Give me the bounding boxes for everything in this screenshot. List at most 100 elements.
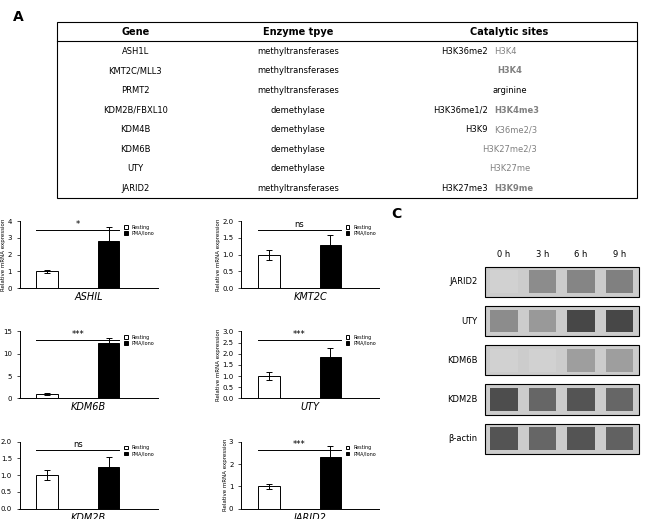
Legend: Resting, PMA/Iono: Resting, PMA/Iono <box>344 334 377 347</box>
Text: H3K36me1/2: H3K36me1/2 <box>433 105 488 115</box>
Text: KDM6B: KDM6B <box>120 145 151 154</box>
Text: Gene: Gene <box>121 26 150 37</box>
Bar <box>567 270 595 293</box>
Text: H3K9me: H3K9me <box>494 184 533 193</box>
Text: ***: *** <box>293 440 306 449</box>
Bar <box>98 241 120 288</box>
Bar <box>567 388 595 411</box>
Bar <box>567 310 595 333</box>
Legend: Resting, PMA/Iono: Resting, PMA/Iono <box>344 224 377 237</box>
Bar <box>485 424 639 454</box>
Text: H3K27me: H3K27me <box>489 165 530 173</box>
Text: ns: ns <box>294 220 304 228</box>
Text: 3 h: 3 h <box>536 250 549 259</box>
Legend: Resting, PMA/Iono: Resting, PMA/Iono <box>123 444 155 457</box>
Bar <box>567 349 595 372</box>
Bar <box>490 427 518 450</box>
Text: JARID2: JARID2 <box>449 277 478 286</box>
Text: H3K36me2: H3K36me2 <box>441 47 488 56</box>
Text: UTY: UTY <box>462 317 478 325</box>
Text: H3K27me2/3: H3K27me2/3 <box>482 145 537 154</box>
Bar <box>528 388 556 411</box>
Text: UTY: UTY <box>127 165 144 173</box>
Text: JARID2: JARID2 <box>121 184 150 193</box>
Bar <box>320 357 341 398</box>
Bar <box>320 244 341 288</box>
Text: demethylase: demethylase <box>270 125 325 134</box>
Text: H3K27me3: H3K27me3 <box>441 184 488 193</box>
Text: 6 h: 6 h <box>575 250 588 259</box>
Bar <box>98 343 120 398</box>
X-axis label: UTY: UTY <box>301 403 320 413</box>
Text: ***: *** <box>72 330 84 339</box>
Text: 0 h: 0 h <box>497 250 511 259</box>
Text: ns: ns <box>73 440 83 449</box>
Text: Catalytic sites: Catalytic sites <box>471 26 549 37</box>
Bar <box>490 388 518 411</box>
Bar <box>606 270 634 293</box>
Bar <box>490 349 518 372</box>
Bar <box>485 306 639 336</box>
Text: ***: *** <box>293 330 306 339</box>
Bar <box>36 271 58 288</box>
Text: PRMT2: PRMT2 <box>121 86 150 95</box>
Text: H3K9: H3K9 <box>465 125 488 134</box>
Bar <box>485 267 639 297</box>
Bar <box>36 475 58 509</box>
X-axis label: KMT2C: KMT2C <box>293 292 327 302</box>
X-axis label: ASHIL: ASHIL <box>75 292 103 302</box>
Text: H3K4: H3K4 <box>494 47 517 56</box>
Y-axis label: Relative mRNA expression: Relative mRNA expression <box>0 329 1 401</box>
Bar <box>490 270 518 293</box>
Bar <box>606 310 634 333</box>
Text: 9 h: 9 h <box>613 250 626 259</box>
Bar <box>490 310 518 333</box>
Bar <box>98 467 120 509</box>
Y-axis label: Relative mRNA expression: Relative mRNA expression <box>1 218 6 291</box>
Text: KDM4B: KDM4B <box>120 125 150 134</box>
Text: H3K4me3: H3K4me3 <box>494 105 539 115</box>
Y-axis label: Relative mRNA expression: Relative mRNA expression <box>216 218 221 291</box>
Legend: Resting, PMA/Iono: Resting, PMA/Iono <box>123 334 155 347</box>
Text: arginine: arginine <box>492 86 527 95</box>
X-axis label: KDM6B: KDM6B <box>71 403 107 413</box>
Text: methyltransferases: methyltransferases <box>257 47 339 56</box>
Text: methyltransferases: methyltransferases <box>257 184 339 193</box>
Text: demethylase: demethylase <box>270 105 325 115</box>
Bar <box>258 486 280 509</box>
Text: methyltransferases: methyltransferases <box>257 86 339 95</box>
X-axis label: JARID2: JARID2 <box>294 513 327 519</box>
Text: K36me2/3: K36me2/3 <box>494 125 537 134</box>
Text: A: A <box>13 10 24 24</box>
Text: demethylase: demethylase <box>270 165 325 173</box>
Bar <box>606 388 634 411</box>
Text: methyltransferases: methyltransferases <box>257 66 339 75</box>
Y-axis label: Relative mRNA expression: Relative mRNA expression <box>216 329 221 401</box>
Bar <box>258 376 280 398</box>
Bar <box>528 310 556 333</box>
Text: β-actin: β-actin <box>448 434 478 443</box>
Bar <box>567 427 595 450</box>
Y-axis label: Relative mRNA expression: Relative mRNA expression <box>222 439 227 511</box>
Text: *: * <box>76 220 80 228</box>
Text: ASH1L: ASH1L <box>122 47 149 56</box>
Text: Enzyme tpye: Enzyme tpye <box>263 26 333 37</box>
Bar <box>606 349 634 372</box>
Legend: Resting, PMA/Iono: Resting, PMA/Iono <box>344 444 377 457</box>
Bar <box>606 427 634 450</box>
Bar <box>36 394 58 398</box>
Bar <box>528 270 556 293</box>
Bar <box>528 427 556 450</box>
Text: H3K4: H3K4 <box>497 66 522 75</box>
Bar <box>485 385 639 415</box>
Bar <box>320 457 341 509</box>
Legend: Resting, PMA/Iono: Resting, PMA/Iono <box>123 224 155 237</box>
X-axis label: KDM2B: KDM2B <box>71 513 107 519</box>
Bar <box>258 255 280 288</box>
Text: KDM2B/FBXL10: KDM2B/FBXL10 <box>103 105 168 115</box>
Text: demethylase: demethylase <box>270 145 325 154</box>
Bar <box>485 345 639 375</box>
Text: KDM2B: KDM2B <box>447 395 478 404</box>
Bar <box>528 349 556 372</box>
Text: KMT2C/MLL3: KMT2C/MLL3 <box>109 66 162 75</box>
